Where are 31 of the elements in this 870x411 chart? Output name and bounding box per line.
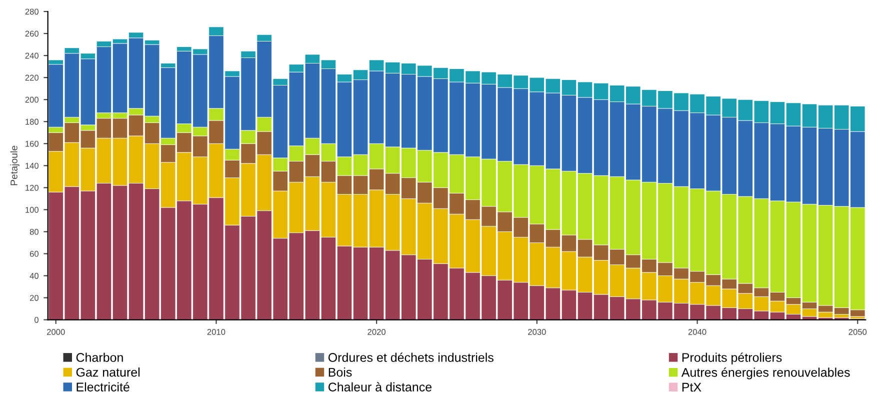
legend-label: Autres énergies renouvelables bbox=[681, 368, 850, 380]
y-tick-label: 180 bbox=[26, 118, 38, 125]
y-tick-label: 220 bbox=[25, 74, 38, 81]
y-tick-label: 160 bbox=[26, 140, 38, 147]
y-tick-label: 240 bbox=[25, 52, 38, 59]
x-tick-label: 2000 bbox=[47, 329, 65, 335]
y-tick-label: 0 bbox=[34, 316, 38, 323]
legend-label: Electricité bbox=[76, 382, 130, 392]
legend-label: Chaleur à distance bbox=[328, 382, 432, 392]
legend-label: Ordures et déchets industriels bbox=[328, 352, 494, 362]
y-tick-label: 120 bbox=[26, 184, 38, 191]
x-tick-label: 2050 bbox=[848, 329, 867, 335]
y-tick-label: 280 bbox=[25, 8, 38, 15]
y-tick-label: 60 bbox=[30, 250, 38, 257]
x-tick-label: 2030 bbox=[528, 329, 546, 335]
legend-label: Bois bbox=[328, 368, 352, 377]
legend-label: PtX bbox=[682, 382, 702, 392]
y-tick-label: 100 bbox=[26, 206, 38, 213]
x-tick-label: 2010 bbox=[207, 329, 226, 335]
x-tick-label: 2020 bbox=[368, 329, 386, 335]
y-tick-label: 80 bbox=[30, 228, 38, 235]
y-tick-label: 40 bbox=[30, 272, 38, 279]
y-tick-label: 260 bbox=[25, 30, 38, 37]
legend-label: Gaz naturel bbox=[76, 368, 140, 377]
y-tick-label: 200 bbox=[25, 96, 38, 103]
y-axis-title: Petajoule bbox=[10, 146, 20, 186]
x-tick-label: 2040 bbox=[688, 329, 706, 335]
y-tick-label: 20 bbox=[30, 294, 38, 301]
legend-label: Produits pétroliers bbox=[682, 352, 782, 364]
legend-label: Charbon bbox=[76, 352, 123, 362]
y-tick-label: 140 bbox=[26, 162, 38, 169]
